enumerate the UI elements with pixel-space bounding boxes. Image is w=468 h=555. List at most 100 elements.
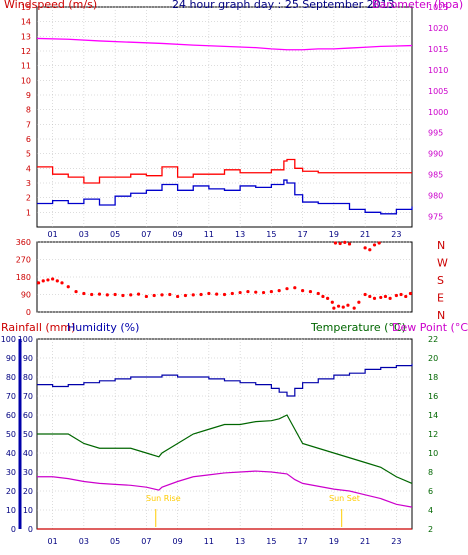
direction-point [199,292,203,297]
tick-label: 23 [391,230,401,239]
tick-label: 11 [204,537,214,546]
direction-point [316,291,320,296]
tick-label: 360 [16,238,31,247]
direction-point [168,292,172,297]
tick-label: 70 [6,392,16,401]
tick-label: 1010 [428,66,448,75]
panel3-temp-axis: 2 4 6 8 10 12 14 16 18 20 22 [428,335,438,534]
tick-label: 70 [23,392,33,401]
panel2-grid [37,241,412,313]
tick-label: 22 [428,335,438,344]
tick-label: 17 [298,537,308,546]
tick-label: 980 [428,192,443,201]
panel3-x-axis: 01 03 05 07 09 11 13 15 17 19 21 23 [48,537,402,546]
tick-label: 13 [21,32,31,41]
direction-point [113,292,117,297]
tick-label: 20 [6,487,16,496]
panel3-rain-axis: 0 10 20 30 40 50 60 70 80 90 100 [1,335,16,534]
graph-title: 24 hour graph day : 25 September 2013 [172,0,395,11]
tick-label: 10 [23,506,33,515]
temperature-axis-label: Temperature (°C) [310,321,406,334]
direction-point [121,293,125,298]
tick-label: 12 [428,430,438,439]
panel2-series [36,240,413,310]
direction-point [160,293,164,297]
tick-label: 9 [26,91,31,100]
tick-label: 10 [428,449,438,458]
direction-point [338,241,342,246]
tick-label: 1 [26,208,31,217]
tick-label: 10 [21,76,31,85]
panel1-right-axis: 975 980 985 990 995 1000 1005 1010 1015 1020 1025 [428,3,448,222]
tick-label: 12 [21,47,31,56]
direction-point [215,292,219,296]
direction-point [129,293,133,297]
tick-label: 21 [360,230,370,239]
tick-label: 1005 [428,87,448,96]
barometer-line [36,37,413,51]
tick-label: 15 [21,3,31,12]
tick-label: 17 [298,230,308,239]
tick-label: 40 [23,449,33,458]
dewpoint-line [37,470,413,508]
tick-label: 1020 [428,24,448,33]
direction-point [399,292,403,297]
windspeed-axis-label: Windspeed (m/s) [4,0,97,11]
direction-point [368,248,372,252]
tick-label: 0 [26,308,31,317]
direction-point [394,293,398,298]
direction-point [60,281,64,285]
direction-point [261,290,266,295]
tick-label: 30 [6,468,16,477]
tick-label: 07 [141,537,151,546]
tick-label: 4 [26,164,31,173]
tick-label: 6 [26,135,31,144]
tick-label: 5 [26,150,31,159]
direction-point [277,289,281,293]
direction-point [332,306,336,310]
direction-point [330,300,334,304]
direction-point [388,296,392,300]
direction-point [326,296,330,300]
tick-label: 80 [23,373,33,382]
tick-label: 1000 [428,108,448,117]
direction-point [377,241,381,245]
tick-label: 90 [23,354,33,363]
barometer-axis-label: Barometer (hpa) [372,0,463,11]
tick-label: 8 [428,468,433,477]
tick-label: 16 [428,392,438,401]
direction-point [336,304,341,308]
panel1-series [36,37,413,215]
sunset-label: Sun Set [329,494,360,503]
panel3-series [37,363,413,530]
direction-point [368,294,372,299]
sunrise-label: Sun Rise [146,494,181,503]
direction-point [347,242,352,246]
tick-label: 09 [173,537,183,546]
dewpoint-axis-label: Dew Point (°C) [392,321,468,334]
tick-label: 270 [16,256,31,265]
tick-label: 6 [428,487,433,496]
direction-point [343,240,347,244]
tick-label: 60 [6,411,16,420]
direction-point [404,294,408,299]
direction-point [55,279,59,283]
tick-label: 13 [235,537,245,546]
direction-point [372,296,377,300]
direction-point [308,289,313,294]
direction-label: E [437,292,444,305]
tick-label: 01 [48,537,58,546]
direction-point [285,287,289,291]
direction-point [207,291,211,296]
direction-point [383,294,388,299]
direction-point [97,292,102,296]
direction-point [41,279,45,283]
tick-label: 990 [428,150,443,159]
tick-label: 4 [428,506,433,515]
direction-point [372,243,377,247]
direction-point [321,294,325,299]
direction-point [105,293,109,297]
